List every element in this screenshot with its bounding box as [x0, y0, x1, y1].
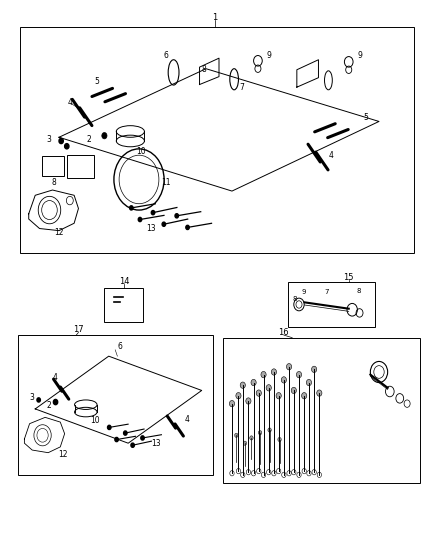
Text: 1: 1 — [212, 13, 217, 22]
Text: 17: 17 — [73, 325, 84, 334]
Circle shape — [235, 433, 238, 438]
Text: 8: 8 — [201, 65, 206, 74]
Text: 10: 10 — [90, 416, 100, 425]
Circle shape — [261, 372, 266, 378]
Text: 12: 12 — [54, 228, 64, 237]
Text: 9: 9 — [357, 51, 362, 60]
Circle shape — [291, 387, 297, 393]
Circle shape — [258, 431, 262, 435]
Circle shape — [297, 372, 302, 378]
Circle shape — [186, 225, 189, 230]
Text: 2: 2 — [47, 401, 51, 410]
Circle shape — [59, 139, 64, 143]
Circle shape — [317, 390, 322, 396]
Text: 16: 16 — [279, 328, 289, 337]
Circle shape — [278, 438, 281, 442]
Circle shape — [286, 364, 292, 370]
Text: 5: 5 — [95, 77, 99, 86]
Text: 12: 12 — [58, 450, 67, 459]
Circle shape — [141, 436, 144, 440]
Text: 2: 2 — [87, 135, 92, 144]
Bar — [42, 156, 64, 176]
Text: 4: 4 — [329, 151, 334, 160]
Circle shape — [65, 143, 69, 149]
Circle shape — [306, 379, 311, 386]
Circle shape — [250, 436, 253, 440]
Text: 4: 4 — [184, 415, 189, 424]
Circle shape — [251, 379, 256, 386]
Circle shape — [162, 222, 166, 227]
Circle shape — [102, 133, 107, 139]
Text: 8: 8 — [357, 288, 361, 294]
Bar — [20, 27, 413, 253]
Bar — [67, 155, 94, 178]
Text: 8: 8 — [293, 296, 297, 302]
Circle shape — [281, 377, 286, 383]
Circle shape — [115, 438, 118, 442]
Text: 10: 10 — [136, 147, 146, 156]
Text: 8: 8 — [51, 177, 56, 187]
Text: 4: 4 — [67, 99, 72, 108]
Circle shape — [268, 428, 271, 432]
Circle shape — [311, 366, 317, 373]
Text: 9: 9 — [266, 51, 271, 60]
Circle shape — [131, 443, 134, 447]
Bar — [223, 338, 420, 483]
Text: 3: 3 — [30, 393, 35, 402]
Circle shape — [151, 211, 155, 215]
Text: 6: 6 — [117, 342, 122, 351]
Circle shape — [240, 382, 245, 389]
Text: 5: 5 — [364, 113, 368, 122]
Circle shape — [175, 214, 178, 218]
Circle shape — [130, 206, 133, 210]
Text: 4: 4 — [52, 373, 57, 382]
Circle shape — [256, 390, 261, 396]
Text: 7: 7 — [324, 289, 328, 295]
Circle shape — [243, 441, 247, 445]
Circle shape — [266, 385, 271, 391]
Text: 14: 14 — [119, 277, 129, 286]
Text: 13: 13 — [152, 439, 161, 448]
Circle shape — [271, 369, 276, 375]
Text: 7: 7 — [239, 83, 244, 92]
Circle shape — [236, 393, 241, 399]
Circle shape — [53, 399, 58, 405]
Circle shape — [138, 217, 142, 222]
Text: 9: 9 — [301, 289, 306, 295]
Circle shape — [276, 393, 281, 399]
Text: 6: 6 — [164, 51, 169, 60]
Text: 13: 13 — [146, 224, 155, 233]
Circle shape — [230, 400, 235, 407]
Circle shape — [37, 398, 40, 402]
Circle shape — [302, 393, 307, 399]
Bar — [18, 335, 212, 475]
Text: 3: 3 — [46, 135, 52, 144]
Text: 15: 15 — [343, 272, 354, 281]
Circle shape — [124, 431, 127, 435]
Bar — [288, 282, 374, 327]
Text: 11: 11 — [162, 177, 171, 187]
Circle shape — [246, 398, 251, 404]
Bar — [104, 288, 143, 322]
Circle shape — [107, 425, 111, 430]
